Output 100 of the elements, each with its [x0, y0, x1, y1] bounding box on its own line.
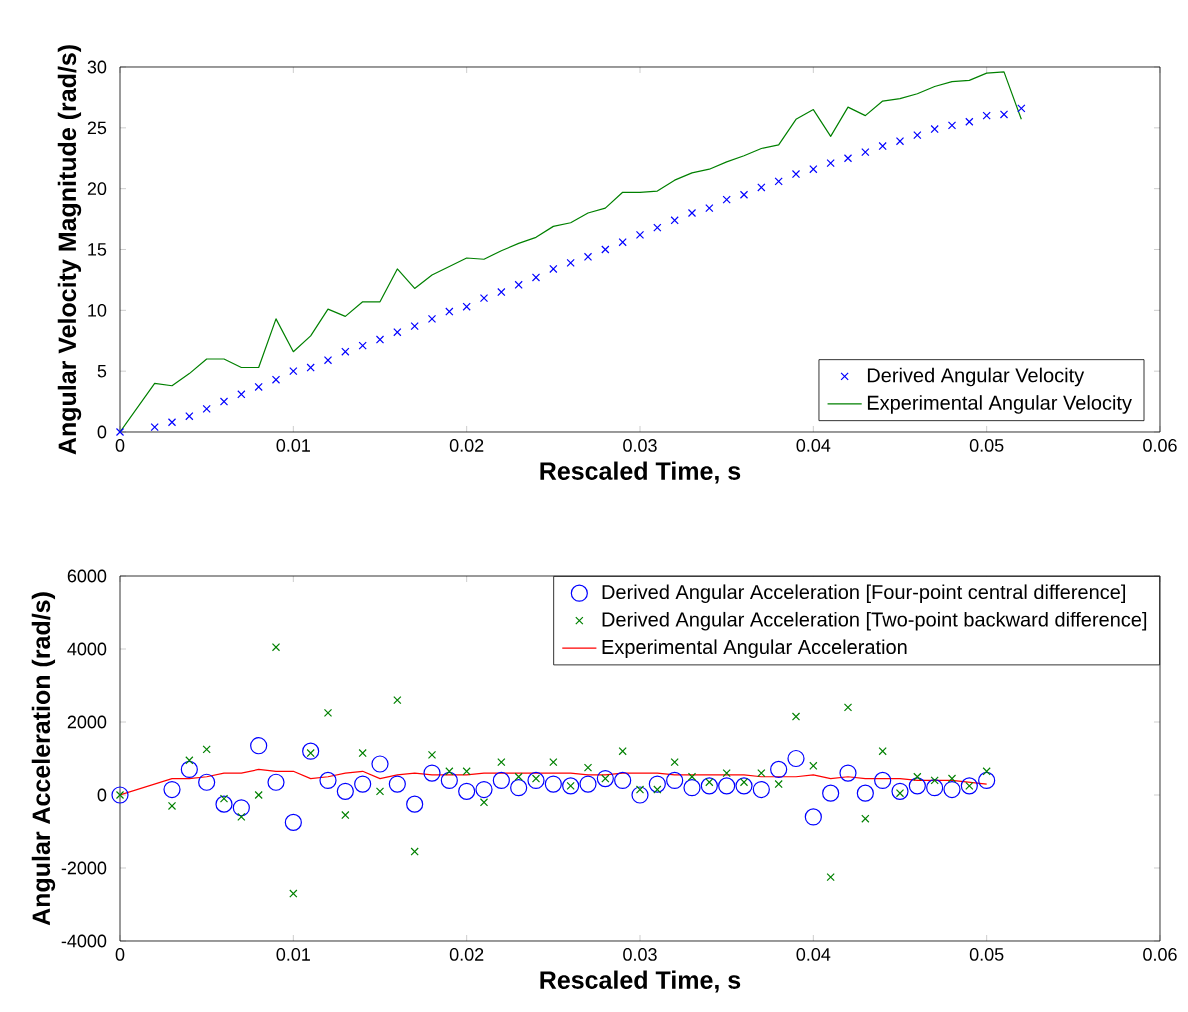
- point: [115, 427, 125, 437]
- point: [375, 335, 385, 344]
- point: [254, 382, 263, 392]
- x-tick-label: 0.03: [623, 439, 657, 452]
- point: [965, 117, 974, 126]
- y-tick-label: 20: [87, 182, 107, 196]
- point: [354, 775, 372, 793]
- point: [947, 774, 957, 783]
- point: [666, 771, 684, 789]
- point: [653, 785, 662, 794]
- legend-label: Experimental Angular Acceleration: [602, 639, 907, 659]
- x-tick-label: 0.01: [276, 439, 310, 452]
- point: [757, 768, 766, 778]
- point: [930, 124, 939, 134]
- x-axis-title: Rescaled Time, s: [540, 970, 741, 993]
- point: [752, 780, 770, 799]
- legend-label: Derived Angular Acceleration [Four-point central difference]: [602, 584, 1125, 604]
- point: [583, 252, 593, 261]
- point: [670, 216, 679, 225]
- point: [219, 794, 229, 803]
- point: [445, 767, 454, 776]
- point: [566, 258, 575, 268]
- point: [653, 223, 662, 232]
- point: [648, 775, 666, 793]
- point: [323, 708, 333, 718]
- point: [479, 798, 489, 807]
- point: [683, 779, 701, 797]
- point: [874, 771, 892, 789]
- point: [514, 772, 523, 781]
- point: [826, 872, 835, 882]
- point: [562, 777, 580, 795]
- y-tick-label: 0: [97, 788, 107, 802]
- point: [787, 749, 805, 768]
- point: [757, 183, 766, 192]
- point: [943, 780, 961, 799]
- point: [341, 347, 350, 356]
- y-tick-label: 25: [87, 121, 107, 135]
- point: [549, 264, 558, 274]
- point: [791, 712, 801, 721]
- point: [458, 782, 476, 800]
- point: [180, 760, 198, 779]
- point: [861, 814, 870, 823]
- point: [843, 154, 853, 163]
- point: [198, 773, 216, 791]
- point: [722, 195, 731, 204]
- x-tick-label: 0.01: [276, 948, 310, 961]
- x-tick-label: 0: [115, 439, 125, 452]
- point: [878, 141, 887, 151]
- point: [358, 341, 367, 350]
- point: [947, 121, 957, 130]
- point: [579, 775, 597, 793]
- point: [219, 397, 229, 406]
- x-tick-label: 0.06: [1143, 439, 1177, 452]
- point: [232, 799, 250, 817]
- point: [791, 169, 801, 179]
- point: [527, 771, 545, 789]
- y-tick-label: 10: [88, 303, 107, 317]
- x-tick-label: 0.04: [796, 948, 831, 961]
- point: [614, 771, 632, 789]
- point: [237, 812, 246, 822]
- point: [289, 367, 298, 376]
- y-tick-label: 5: [97, 364, 107, 378]
- point: [497, 287, 506, 297]
- point: [839, 764, 857, 782]
- y-axis-title: Angular Velocity Magnitude (rad/s): [57, 45, 82, 455]
- point: [341, 810, 350, 820]
- y-tick-label: -2000: [61, 861, 107, 875]
- point: [514, 280, 523, 289]
- point: [596, 769, 614, 788]
- point: [462, 767, 471, 776]
- point: [822, 784, 840, 802]
- y-tick-label: 30: [87, 60, 107, 74]
- point: [250, 737, 268, 755]
- point: [861, 148, 870, 157]
- point: [774, 177, 783, 186]
- point: [913, 130, 922, 140]
- point: [150, 422, 159, 432]
- point: [531, 273, 541, 282]
- point: [735, 777, 753, 795]
- point: [475, 780, 493, 799]
- point: [544, 775, 562, 793]
- point: [167, 801, 177, 811]
- point: [908, 777, 926, 795]
- point: [445, 307, 454, 316]
- point: [215, 795, 233, 813]
- point: [722, 768, 731, 778]
- point: [982, 111, 991, 120]
- point: [700, 777, 718, 795]
- point: [406, 795, 424, 813]
- point: [930, 776, 939, 785]
- point: [913, 772, 922, 781]
- point: [289, 889, 298, 898]
- point: [163, 780, 181, 799]
- point: [371, 755, 389, 773]
- y-axis-title: Angular Acceleration (rad/s): [31, 592, 56, 926]
- point: [375, 787, 385, 796]
- point: [895, 137, 905, 146]
- point: [497, 758, 506, 767]
- x-tick-label: 0.02: [449, 948, 484, 961]
- point: [635, 785, 645, 794]
